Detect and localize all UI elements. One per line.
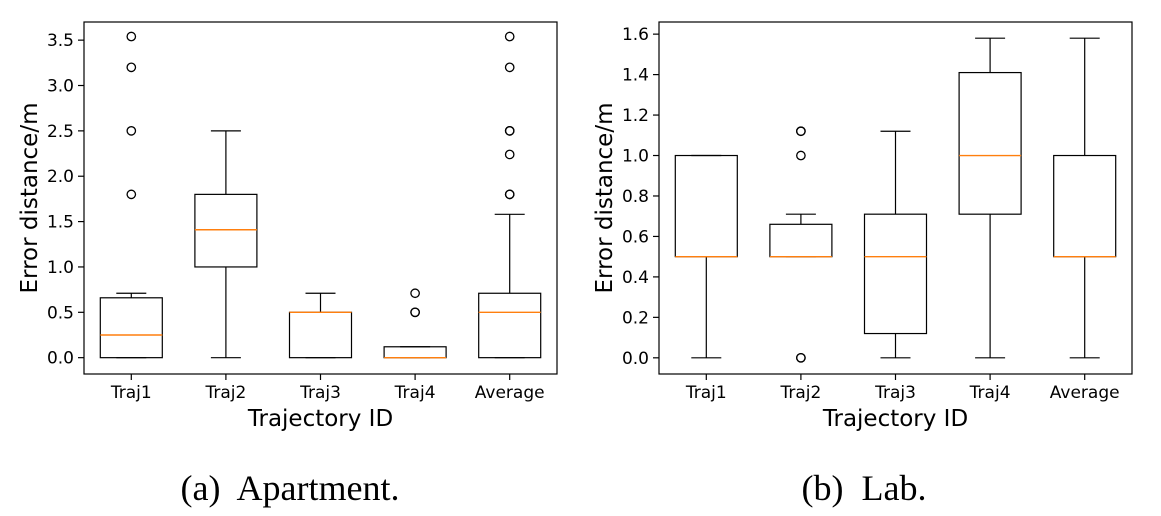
y-tick-label: 3.0 (47, 77, 74, 97)
y-tick-label: 1.6 (622, 25, 649, 45)
outlier-point (126, 126, 137, 136)
outlier-point (504, 62, 515, 73)
x-tick-label: Traj3 (299, 383, 341, 403)
outlier-point (504, 126, 515, 136)
x-tick-label: Traj4 (394, 383, 436, 403)
y-tick-label: 0.0 (622, 349, 649, 369)
boxplots (674, 37, 1117, 363)
y-axis-label: Error distance/m (17, 103, 43, 294)
x-tick-label: Average (475, 383, 545, 403)
y-tick-label: 1.0 (622, 147, 649, 167)
x-ticks: Traj1 Traj2 Traj3 Traj4 Average (685, 374, 1120, 403)
x-tick-label: Traj2 (204, 383, 246, 403)
y-tick-label: 0.4 (622, 268, 649, 288)
outlier-point (126, 189, 137, 200)
box-traj1 (674, 154, 738, 359)
y-tick-label: 1.0 (47, 258, 74, 278)
x-tick-label: Traj2 (779, 383, 821, 403)
outlier-point (796, 126, 806, 137)
plot-frame (83, 21, 558, 375)
y-tick-label: 2.0 (47, 167, 74, 187)
box-traj4 (383, 288, 447, 359)
y-tick-label: 1.5 (47, 213, 74, 233)
box-traj2 (194, 130, 258, 359)
chart-lab: 0.00.20.40.60.81.01.21.41.6 Traj1 Traj2 Tr… (592, 21, 1133, 508)
y-tick-label: 0.6 (622, 227, 649, 247)
box-traj4 (958, 37, 1022, 359)
y-tick-label: 0.5 (47, 303, 74, 323)
x-axis-label: Trajectory ID (247, 406, 393, 432)
y-tick-label: 2.5 (47, 122, 74, 142)
box-iqr (958, 71, 1022, 215)
box-average (1053, 37, 1117, 359)
box-iqr (383, 346, 447, 359)
y-tick-label: 1.4 (622, 66, 649, 86)
box-iqr (478, 292, 542, 359)
y-tick-label: 0.0 (47, 349, 74, 369)
y-ticks: 0.0 0.5 1.0 1.5 2.0 2.5 3.0 3.5 (47, 31, 84, 369)
box-traj3 (863, 130, 928, 359)
box-average (478, 31, 542, 359)
outlier-point (126, 62, 137, 73)
y-tick-label: 1.2 (622, 106, 649, 126)
box-iqr (769, 223, 833, 258)
x-ticks: Traj1 Traj2 Traj3 Traj4 Average (110, 374, 545, 403)
y-tick-label: 0.2 (622, 308, 649, 328)
x-axis-label: Trajectory ID (822, 406, 968, 432)
outlier-point (504, 149, 515, 160)
y-axis-label: Error distance/m (592, 103, 618, 294)
outlier-point (410, 307, 420, 318)
box-iqr (863, 213, 928, 335)
y-tick-label: 3.5 (47, 31, 74, 51)
caption-lab: (b) Lab. (802, 468, 927, 508)
outlier-point (504, 189, 515, 200)
outlier-point (796, 352, 806, 363)
box-traj3 (288, 292, 353, 359)
x-tick-label: Traj3 (874, 383, 916, 403)
y-ticks: 0.0 0.2 0.4 0.6 0.8 1.0 1.2 1.4 1.6 (622, 25, 659, 369)
outlier-point (796, 150, 806, 161)
box-traj2 (769, 126, 833, 363)
box-iqr (99, 297, 163, 359)
box-iqr (1053, 154, 1117, 258)
outlier-point (410, 288, 420, 299)
x-tick-label: Traj1 (685, 383, 727, 403)
boxplots (99, 31, 542, 359)
box-traj1 (99, 31, 163, 359)
box-iqr (194, 193, 258, 268)
caption-apartment: (a) Apartment. (181, 468, 400, 508)
outlier-point (126, 31, 137, 42)
chart-apartment: 0.0 0.5 1.0 1.5 2.0 2.5 3.0 3.5 Traj1 Traj2 Traj3… (17, 21, 558, 508)
outlier-point (504, 31, 515, 42)
box-iqr (288, 311, 353, 359)
x-tick-label: Traj1 (110, 383, 152, 403)
box-iqr (674, 154, 738, 258)
x-tick-label: Average (1050, 383, 1120, 403)
x-tick-label: Traj4 (969, 383, 1011, 403)
y-tick-label: 0.8 (622, 187, 649, 207)
